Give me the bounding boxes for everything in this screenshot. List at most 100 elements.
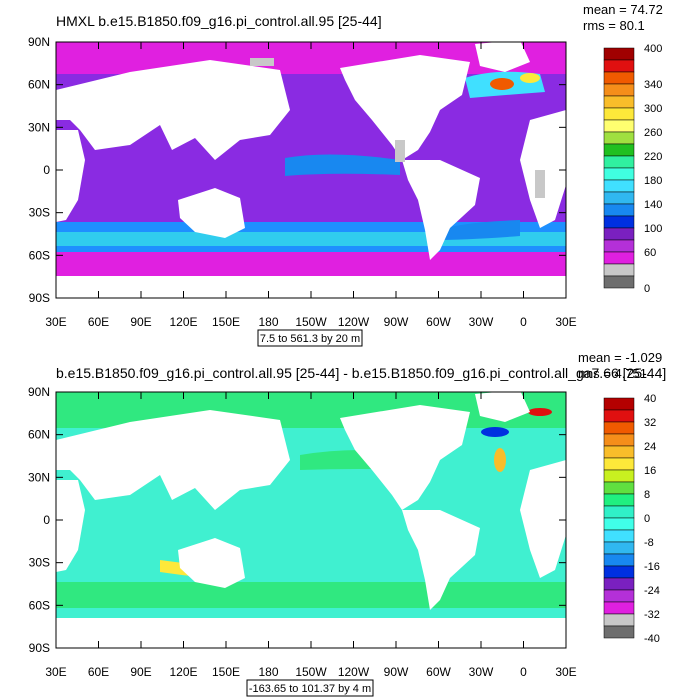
lon-tick-label: 120E — [169, 315, 197, 329]
lat-tick-label: 60S — [29, 598, 50, 612]
colorbar-segment — [603, 119, 635, 133]
africa-west — [520, 110, 566, 228]
southern-band — [56, 582, 566, 608]
australia — [178, 538, 245, 588]
africa-east — [56, 480, 85, 572]
map-field — [56, 392, 566, 648]
colorbar-segment — [603, 275, 635, 289]
greenland — [475, 42, 530, 72]
panel-title: HMXL b.e15.B1850.f09_g16.pi_control.all.… — [56, 13, 382, 29]
lon-tick-label: 0 — [520, 315, 527, 329]
north-america — [340, 405, 470, 510]
colorbar-segment — [603, 397, 635, 411]
south-atlantic-band — [430, 220, 520, 240]
colorbar-segment — [603, 541, 635, 555]
colorbar-label: 260 — [644, 127, 662, 139]
colorbar-segment — [603, 421, 635, 435]
colorbar-segment — [603, 553, 635, 567]
colorbar: 400 340 300 260 220 180 140 100 60 0 — [603, 43, 662, 295]
colorbar-segment — [603, 505, 635, 519]
lon-tick-label: 150W — [295, 665, 327, 679]
colorbar-segment — [603, 625, 635, 639]
colorbar-segment — [603, 83, 635, 97]
colorbar-label: 100 — [644, 223, 662, 235]
colorbar-label: 340 — [644, 79, 662, 91]
colorbar-segment — [603, 589, 635, 603]
axis-ticks: 90N 60N 30N 0 30S 60S 90S 30E 60E 90E 120E 150E 180 1… — [28, 35, 577, 329]
colorbar-segment — [603, 203, 635, 217]
colorbar-segment — [603, 167, 635, 181]
lon-tick-label: 90E — [130, 315, 151, 329]
lon-tick-label: 90W — [384, 315, 409, 329]
colorbar-label: 24 — [644, 441, 656, 453]
lat-tick-label: 0 — [43, 163, 50, 177]
colorbar-label: 400 — [644, 43, 662, 55]
colorbar-label: 300 — [644, 103, 662, 115]
map-panel-top: HMXL b.e15.B1850.f09_g16.pi_control.all.… — [28, 2, 663, 347]
australia — [178, 188, 245, 238]
lon-tick-label: 120W — [338, 315, 370, 329]
colorbar-label: -24 — [644, 585, 660, 597]
colorbar-segment — [603, 613, 635, 627]
range-label: 7.5 to 561.3 by 20 m — [260, 333, 360, 345]
colorbar-segment — [603, 143, 635, 157]
lon-tick-label: 30W — [469, 315, 494, 329]
lon-tick-label: 0 — [520, 665, 527, 679]
colorbar-segment — [603, 131, 635, 145]
colorbar-label: -40 — [644, 633, 660, 645]
colorbar-segment — [603, 191, 635, 205]
rms-label: rms = 80.1 — [583, 18, 645, 33]
lon-tick-label: 30W — [469, 665, 494, 679]
colorbar-segment — [603, 179, 635, 193]
colorbar-segment — [603, 409, 635, 423]
africa-west — [520, 460, 566, 578]
lat-tick-label: 90N — [28, 385, 50, 399]
africa-east — [56, 130, 85, 222]
colorbar-segment — [603, 95, 635, 109]
map-field — [56, 42, 566, 298]
lat-tick-label: 90N — [28, 35, 50, 49]
lon-tick-label: 90E — [130, 665, 151, 679]
map-panel-bottom: b.e15.B1850.f09_g16.pi_control.all.95 [2… — [28, 350, 666, 697]
lon-tick-label: 180 — [258, 665, 278, 679]
lon-tick-label: 30E — [555, 665, 576, 679]
colorbar-segment — [603, 517, 635, 531]
lat-tick-label: 60N — [28, 78, 50, 92]
colorbar-segment — [603, 457, 635, 471]
lon-tick-label: 120E — [169, 665, 197, 679]
lon-tick-label: 90W — [384, 665, 409, 679]
colorbar-label: 60 — [644, 247, 656, 259]
lon-tick-label: 150E — [212, 315, 240, 329]
colorbar-segment — [603, 251, 635, 265]
south-america — [402, 160, 480, 260]
range-label: -163.65 to 101.37 by 4 m — [249, 683, 371, 695]
labrador-sea-max — [490, 78, 514, 90]
colorbar-segment — [603, 565, 635, 579]
nordic-seas-max — [520, 73, 540, 83]
lon-tick-label: 60E — [88, 665, 109, 679]
colorbar-label: -8 — [644, 537, 654, 549]
colorbar-label: 32 — [644, 417, 656, 429]
colorbar-label: 220 — [644, 151, 662, 163]
range-box — [257, 329, 363, 347]
colorbar-segment — [603, 529, 635, 543]
lat-tick-label: 30S — [29, 556, 50, 570]
axis-ticks: 90N 60N 30N 0 30S 60S 90S 30E 60E 90E 120E 150E 180 1… — [28, 385, 577, 679]
lon-tick-label: 30E — [45, 665, 66, 679]
lon-tick-label: 30E — [555, 315, 576, 329]
lat-tick-label: 30N — [28, 470, 50, 484]
colorbar-segment — [603, 469, 635, 483]
colorbar-label: 140 — [644, 199, 662, 211]
lon-tick-label: 30E — [45, 315, 66, 329]
colorbar-segment — [603, 433, 635, 447]
gulf-stream-anomaly — [494, 448, 506, 472]
lat-tick-label: 0 — [43, 513, 50, 527]
colorbar-segment — [603, 155, 635, 169]
lat-tick-label: 90S — [29, 641, 50, 655]
sea-ice-patch — [250, 58, 274, 66]
north-america — [340, 55, 470, 160]
nordic-anomaly — [528, 408, 552, 416]
colorbar-label: 40 — [644, 393, 656, 405]
colorbar-segment — [603, 215, 635, 229]
